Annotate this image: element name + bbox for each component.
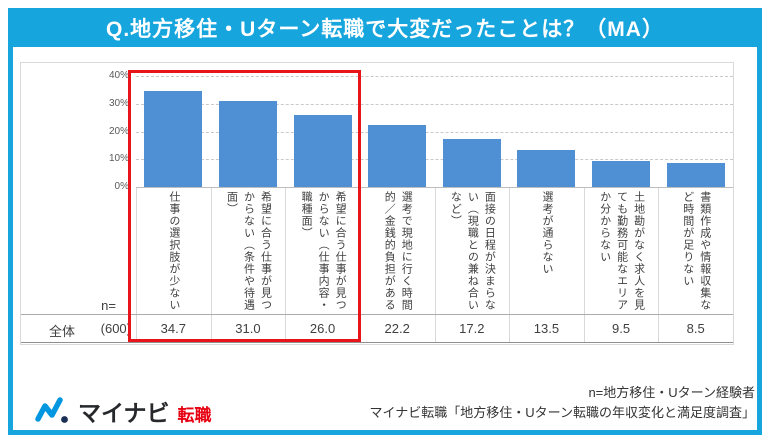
y-axis-tick-label: 0% [114,181,129,192]
category-label: 書類作成や情報収集など時間が足りない [658,191,733,313]
table-bottom-line [21,342,733,343]
category-label: 仕事の選択肢が少ない [136,191,211,313]
table-value-cell: 17.2 [459,321,485,336]
gridline [136,159,733,161]
table-value-cell: 22.2 [384,321,410,336]
y-axis-tick-label: 20% [108,125,129,137]
category-label: 選考が通らない [509,191,584,313]
category-separator [434,188,436,342]
logo-text: マイナビ [78,400,170,426]
y-axis-tick-label: 40% [108,70,129,81]
logo-zigzag-icon [35,397,68,423]
chart-panel: 40% 30% 20% 10% 0% 仕事の選択肢が少ない 希望に合う仕事が見つからない（条… [20,62,734,345]
category-separator [285,188,287,342]
category-separator [658,188,660,342]
category-label: 希望に合う仕事が見つからない（条件や待遇面） [211,191,286,313]
source-line-1: n=地方移住・Uターン経験者 [588,385,755,400]
source-note: n=地方移住・Uターン経験者 マイナビ転職「地方移住・Uターン転職の年収変化と満… [370,383,755,423]
logo-suffix: 転職 [177,405,212,425]
table-value-cell: 13.5 [533,321,560,336]
category-separator [136,188,137,342]
category-separator [210,188,212,342]
category-label-text: 仕事の選択肢が少ない [167,191,180,311]
category-label-text: 選考で現地に行く時間的／金銭的負担がある [383,191,413,311]
category-label: 面接の日程が決まらない（現職との兼ね合いなど） [435,191,510,313]
table-value-cell: 31.0 [235,321,261,336]
y-axis-tick-label: 10% [108,153,129,165]
source-line-2: マイナビ転職「地方移住・Uターン転職の年収変化と満足度調査」 [369,405,755,421]
bar-2 [218,100,277,187]
table-value-cell: 26.0 [309,321,336,336]
n-equals-label: n= [101,298,116,313]
bar-8 [666,163,725,187]
y-axis-tick-label: 30% [108,97,129,109]
mynavi-logo: マイナビ 転職 [34,394,212,428]
category-label-text: 希望に合う仕事が見つからない（仕事内容・職種面） [300,191,347,311]
page-title: Q.地方移住・Uターン転職で大変だったことは？（MA） [106,17,664,41]
table-n-value: (600) [100,321,131,336]
bar-5 [442,139,501,187]
bar-6 [517,149,576,187]
table-row-label: 全体 [48,324,75,339]
gridline [136,131,733,133]
category-label-text: 土地勘がなく求人を見ても勤務可能なエリアか分からない [598,191,645,311]
category-separator [509,188,511,342]
gridline [136,76,733,77]
category-label-text: 面接の日程が決まらない（現職との兼ね合いなど） [449,191,496,311]
bar-3 [293,114,352,187]
table-value-cell: 34.7 [160,321,186,336]
table-value-cell: 9.5 [612,321,631,336]
category-label: 選考で現地に行く時間的／金銭的負担がある [360,191,435,313]
bar-4 [368,125,427,187]
gridline [136,103,733,105]
category-label-text: 書類作成や情報収集など時間が足りない [681,191,711,311]
x-axis-baseline [136,187,733,188]
category-label: 希望に合う仕事が見つからない（仕事内容・職種面） [285,191,360,313]
category-label-text: 希望に合う仕事が見つからない（条件や待遇面） [225,191,272,311]
title-bar: Q.地方移住・Uターン転職で大変だったことは？（MA） [8,8,762,47]
table-value-cell: 8.5 [686,321,705,336]
category-separator [583,188,585,342]
category-label-text: 選考が通らない [540,191,553,275]
bar-1 [144,90,203,187]
category-label: 土地勘がなく求人を見ても勤務可能なエリアか分からない [584,191,659,313]
bar-7 [592,160,651,187]
table-top-line [21,314,733,315]
